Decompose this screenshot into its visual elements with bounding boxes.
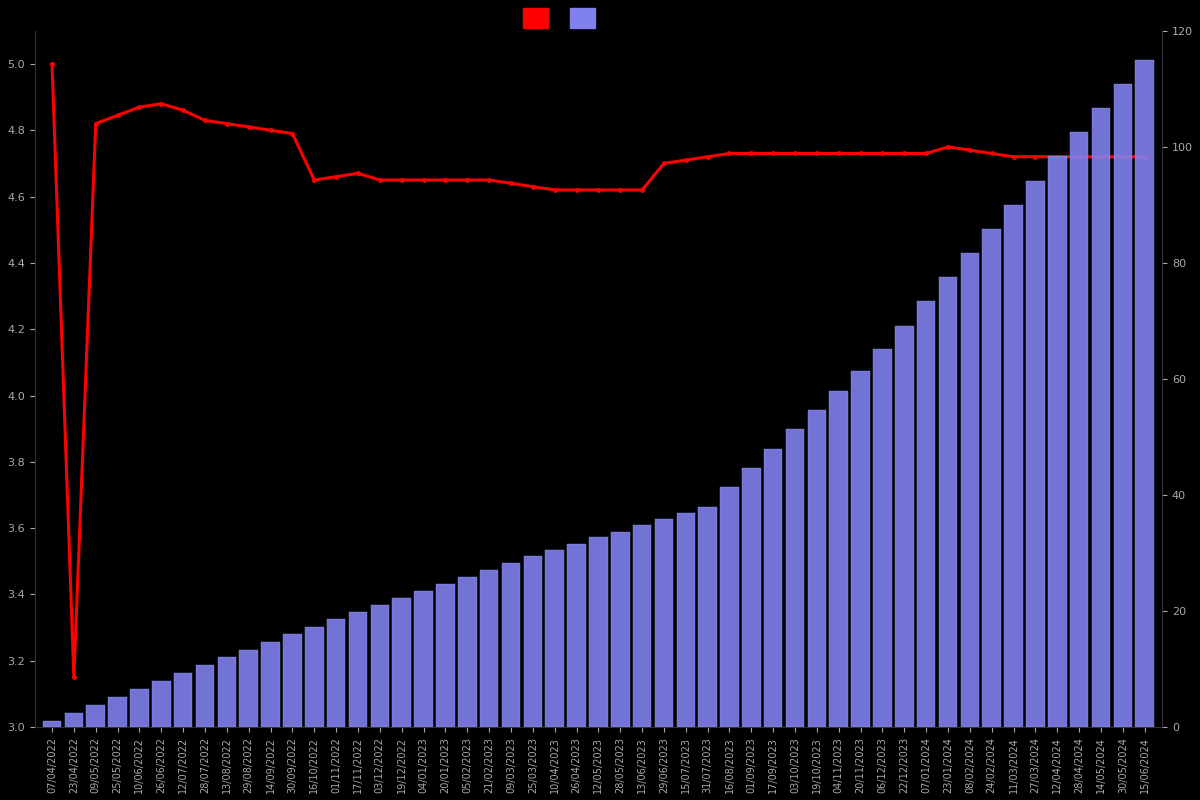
Bar bbox=[1114, 84, 1132, 727]
Bar bbox=[611, 531, 630, 727]
Bar bbox=[764, 449, 782, 727]
Bar bbox=[655, 518, 673, 727]
Bar bbox=[523, 557, 542, 727]
Bar bbox=[851, 371, 870, 727]
Bar bbox=[326, 619, 346, 727]
Bar bbox=[458, 578, 476, 727]
Bar bbox=[632, 525, 652, 727]
Bar bbox=[698, 506, 716, 727]
Bar bbox=[283, 634, 301, 727]
Bar bbox=[65, 713, 83, 727]
Bar bbox=[1070, 132, 1088, 727]
Bar bbox=[43, 722, 61, 727]
Bar bbox=[895, 326, 913, 727]
Bar bbox=[808, 410, 827, 727]
Bar bbox=[983, 229, 1001, 727]
Bar bbox=[786, 430, 804, 727]
Bar bbox=[371, 606, 389, 727]
Bar bbox=[305, 626, 324, 727]
Bar bbox=[152, 681, 170, 727]
Legend: , : , bbox=[517, 3, 612, 34]
Bar bbox=[392, 598, 410, 727]
Bar bbox=[130, 689, 149, 727]
Bar bbox=[174, 673, 192, 727]
Bar bbox=[108, 697, 127, 727]
Bar bbox=[874, 350, 892, 727]
Bar bbox=[829, 390, 848, 727]
Bar bbox=[1026, 181, 1045, 727]
Bar bbox=[414, 591, 433, 727]
Bar bbox=[240, 650, 258, 727]
Bar bbox=[568, 544, 586, 727]
Bar bbox=[589, 538, 607, 727]
Bar bbox=[917, 301, 936, 727]
Bar bbox=[1048, 156, 1067, 727]
Bar bbox=[1092, 108, 1110, 727]
Bar bbox=[86, 705, 106, 727]
Bar bbox=[720, 487, 739, 727]
Bar bbox=[938, 277, 958, 727]
Bar bbox=[436, 584, 455, 727]
Bar bbox=[742, 468, 761, 727]
Bar bbox=[545, 550, 564, 727]
Bar bbox=[1135, 60, 1154, 727]
Bar bbox=[217, 658, 236, 727]
Bar bbox=[262, 642, 280, 727]
Bar bbox=[677, 513, 695, 727]
Bar bbox=[1004, 205, 1022, 727]
Bar bbox=[349, 612, 367, 727]
Bar bbox=[961, 253, 979, 727]
Bar bbox=[480, 570, 498, 727]
Bar bbox=[196, 665, 215, 727]
Bar bbox=[502, 563, 521, 727]
